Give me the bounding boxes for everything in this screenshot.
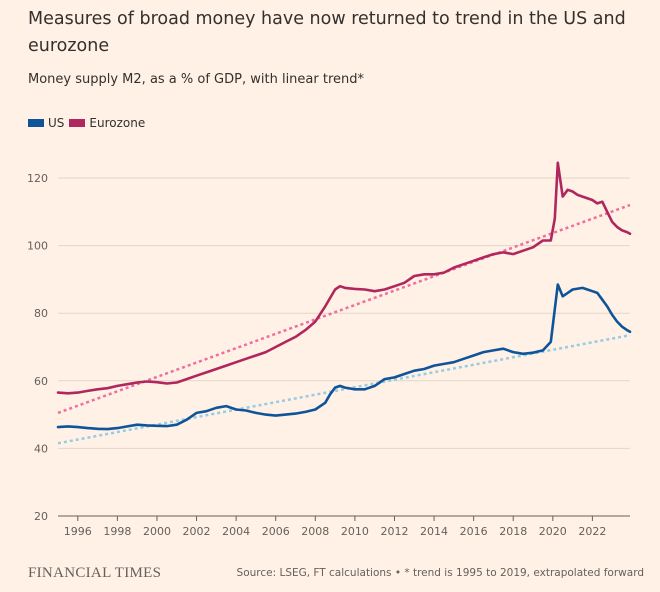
x-tick-label-2000: 2000 — [143, 525, 171, 538]
legend-swatch-eurozone — [69, 119, 86, 127]
x-tick-label-2022: 2022 — [578, 525, 606, 538]
x-tick-label-1998: 1998 — [103, 525, 131, 538]
legend-label-us: US — [48, 116, 65, 130]
y-tick-label-100: 100 — [27, 240, 48, 253]
line-chart: 20 40 60 80 100 120 1996 1998 2000 2002 2004 2006 20… — [27, 161, 632, 538]
x-tick-label-2002: 2002 — [183, 525, 211, 538]
source-note: Source: LSEG, FT calculations • * trend … — [236, 567, 644, 579]
chart-title: Measures of broad money have now returne… — [28, 9, 626, 56]
legend-swatch-us — [28, 119, 44, 127]
x-tick-label-2006: 2006 — [262, 525, 290, 538]
y-tick-label-40: 40 — [34, 442, 48, 455]
x-tick-label-1996: 1996 — [64, 525, 92, 538]
x-tick-label-2012: 2012 — [380, 525, 408, 538]
chart-subtitle: Money supply M2, as a % of GDP, with lin… — [28, 72, 365, 87]
series-line-us-trend — [57, 333, 631, 445]
series-line-us — [56, 283, 632, 431]
ft-logo: FINANCIAL TIMES — [28, 565, 162, 581]
x-tick-label-2004: 2004 — [222, 525, 250, 538]
y-tick-label-60: 60 — [34, 375, 48, 388]
x-tick-label-2008: 2008 — [301, 525, 329, 538]
series-line-eurozone — [56, 161, 632, 395]
x-tick-label-2014: 2014 — [420, 525, 448, 538]
x-tick-label-2010: 2010 — [341, 525, 369, 538]
legend-item-us: US — [28, 116, 64, 130]
x-tick-label-2020: 2020 — [539, 525, 567, 538]
legend-label-eurozone: Eurozone — [89, 116, 146, 130]
legend-item-eurozone: Eurozone — [69, 116, 145, 130]
y-tick-label-80: 80 — [34, 307, 48, 320]
y-tick-label-120: 120 — [27, 172, 48, 185]
chart-legend: US Eurozone — [28, 116, 150, 130]
y-tick-label-20: 20 — [34, 510, 48, 523]
x-tick-label-2016: 2016 — [460, 525, 488, 538]
x-tick-label-2018: 2018 — [499, 525, 527, 538]
